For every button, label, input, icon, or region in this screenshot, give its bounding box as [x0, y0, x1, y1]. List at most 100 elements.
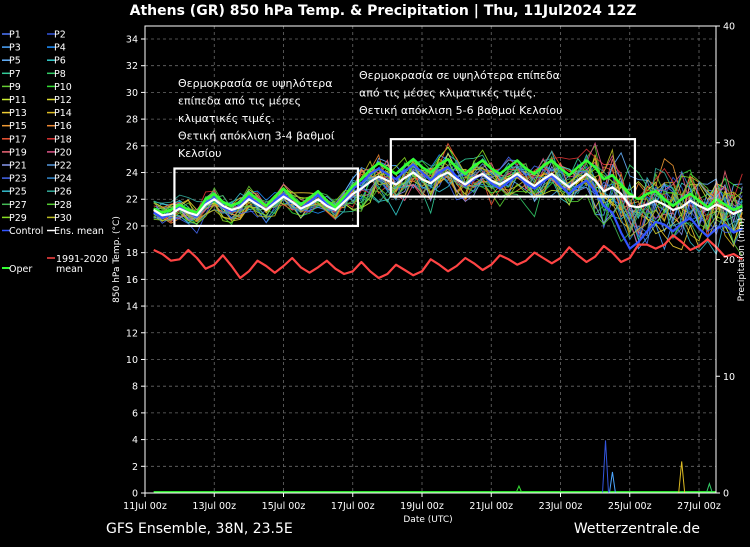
y-tick-label: 20 [126, 221, 138, 232]
x-axis-label: Date (UTC) [403, 515, 452, 525]
legend-label: P14 [54, 108, 72, 119]
ensemble-member-line [153, 162, 743, 226]
y-axis-label: 850 hPa Temp. (°C) [112, 216, 122, 303]
legend-label: P1 [9, 30, 21, 41]
legend-label: P27 [9, 200, 27, 211]
y2-tick-label: 40 [723, 22, 735, 33]
axes: 0246810121416182022242628303234010203040… [123, 22, 735, 513]
y2-axis-label: Precipitation (mm) [737, 218, 747, 302]
legend-label: Control [9, 226, 43, 237]
y-tick-label: 2 [132, 462, 138, 473]
legend-label: P30 [54, 213, 72, 224]
y-tick-label: 12 [126, 328, 138, 339]
annotation-line: Θετική απόκλιση 3-4 βαθμοί [178, 130, 335, 143]
annotation-line: από τις μέσες κλιματικές τιμές. [359, 87, 536, 100]
precip-spike [602, 440, 610, 494]
y-tick-label: 18 [126, 248, 138, 259]
legend-label: P21 [9, 161, 27, 172]
legend-label: P6 [54, 56, 66, 67]
y-tick-label: 30 [126, 88, 138, 99]
y-tick-label: 32 [126, 61, 138, 72]
legend-label: P25 [9, 187, 27, 198]
annotation-line: επίπεδα από τις μέσες [178, 95, 301, 108]
x-tick-label: 23Jul 00z [539, 501, 583, 512]
precipitation-series [153, 440, 716, 494]
legend-label: P18 [54, 134, 72, 145]
y-tick-label: 6 [132, 408, 138, 419]
x-tick-label: 15Jul 00z [262, 501, 306, 512]
footer-credit: Wetterzentrale.de [574, 521, 700, 537]
series-line-control [153, 163, 743, 250]
annotation-line: Θερμοκρασία σε υψηλότερα [178, 77, 333, 90]
grid [145, 26, 716, 493]
highlight-box [173, 167, 360, 228]
x-tick-label: 11Jul 00z [123, 501, 167, 512]
legend-label: P19 [9, 147, 27, 158]
y-tick-label: 28 [126, 115, 138, 126]
x-tick-label: 27Jul 00z [677, 501, 721, 512]
y2-tick-label: 0 [723, 489, 729, 500]
legend-label: P3 [9, 43, 21, 54]
legend-label: P4 [54, 43, 66, 54]
ensemble-member-line [153, 156, 743, 239]
legend-label: P11 [9, 95, 27, 106]
x-tick-label: 21Jul 00z [469, 501, 513, 512]
main-series [153, 157, 743, 280]
y-tick-label: 0 [132, 489, 138, 500]
precip-spike [678, 461, 686, 494]
y2-tick-label: 20 [723, 255, 735, 266]
ensemble-member-line [153, 146, 743, 245]
annotation-line: κλιματικές τιμές. [178, 112, 275, 125]
y2-tick-label: 30 [723, 138, 735, 149]
legend-label: P15 [9, 121, 27, 132]
annotation-line: Θερμοκρασία σε υψηλότερα επίπεδα [359, 69, 560, 82]
chart-title: Athens (GR) 850 hPa Temp. & Precipitatio… [130, 3, 637, 19]
legend-label: P29 [9, 213, 27, 224]
series-line-oper [153, 157, 743, 214]
x-tick-label: 19Jul 00z [400, 501, 444, 512]
y-tick-label: 34 [126, 35, 138, 46]
legend-label: P26 [54, 187, 72, 198]
legend-label: P28 [54, 200, 72, 211]
y-tick-label: 22 [126, 195, 138, 206]
precip-spike [705, 482, 713, 494]
y-tick-label: 14 [126, 302, 138, 313]
x-tick-label: 17Jul 00z [331, 501, 375, 512]
legend-label: P12 [54, 95, 72, 106]
legend-label: P8 [54, 69, 66, 80]
annotation-text: Θερμοκρασία σε υψηλότερα επίπεδα από τις … [178, 77, 335, 160]
precip-spike [515, 484, 523, 494]
legend-label: P16 [54, 121, 72, 132]
y2-tick-label: 10 [723, 372, 735, 383]
x-tick-label: 25Jul 00z [608, 501, 652, 512]
legend-label: Ens. mean [54, 226, 104, 237]
legend-label: P7 [9, 69, 21, 80]
y-tick-label: 10 [126, 355, 138, 366]
legend-label: P17 [9, 134, 27, 145]
highlight-boxes [173, 138, 637, 228]
legend-label: Oper [9, 264, 32, 275]
ensemble-member-line [153, 148, 743, 242]
highlight-box [389, 138, 637, 198]
y-tick-label: 4 [132, 435, 138, 446]
footer-source: GFS Ensemble, 38N, 23.5E [106, 521, 293, 537]
annotation-text: Θερμοκρασία σε υψηλότερα επίπεδα από τις … [359, 69, 563, 117]
annotation-line: Κελσίου [178, 147, 221, 160]
y-tick-label: 16 [126, 275, 138, 286]
legend-label: P10 [54, 82, 72, 93]
legend-label: P2 [54, 30, 66, 41]
legend-label: P13 [9, 108, 27, 119]
annotation-line: Θετική απόκλιση 5-6 βαθμοί Κελσίου [359, 104, 563, 117]
legend: P1 P2 P3 P4 P5 P6 P7 P8 P9 P10 P11 P12 P13 P14 P15 P16 P… [2, 30, 108, 275]
legend-label: P5 [9, 56, 21, 67]
x-tick-label: 13Jul 00z [192, 501, 236, 512]
legend-label: P9 [9, 82, 21, 93]
series-line-ens-mean [153, 171, 743, 217]
y-tick-label: 26 [126, 141, 138, 152]
y-tick-label: 8 [132, 382, 138, 393]
legend-label: P22 [54, 161, 72, 172]
legend-label: P20 [54, 147, 72, 158]
legend-label: P23 [9, 174, 27, 185]
